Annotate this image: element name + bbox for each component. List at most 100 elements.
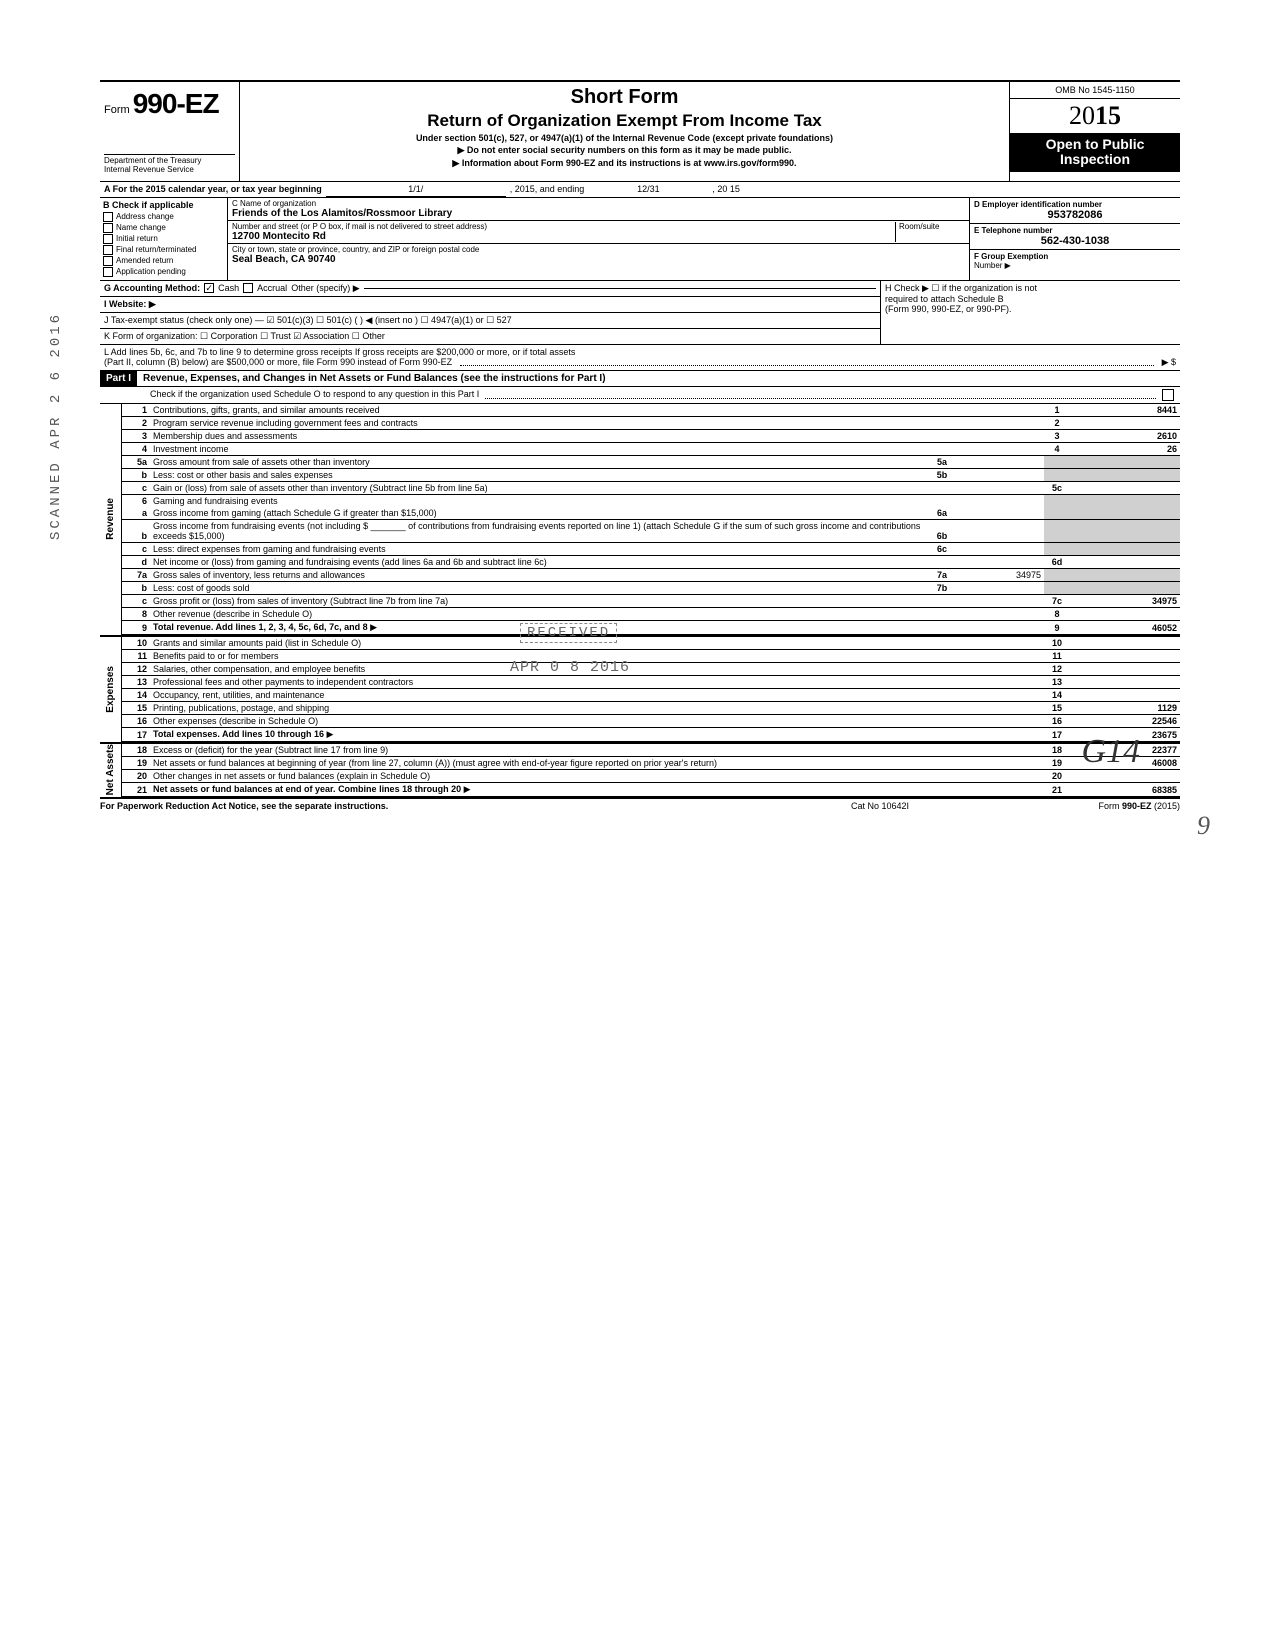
line-j: J Tax-exempt status (check only one) — ☑…	[100, 313, 880, 329]
year-prefix: 20	[1069, 101, 1095, 130]
c-name-value: Friends of the Los Alamitos/Rossmoor Lib…	[232, 208, 965, 219]
e-label: E Telephone number	[974, 226, 1176, 235]
f-label: F Group Exemption	[974, 252, 1176, 261]
sched-o-checkbox[interactable]	[1162, 389, 1174, 401]
line-5a: 5aGross amount from sale of assets other…	[122, 455, 1180, 468]
revenue-section: Revenue 1Contributions, gifts, grants, a…	[100, 404, 1180, 637]
line-a-end-month: 12/31	[588, 182, 708, 197]
chk-label: Application pending	[116, 267, 186, 276]
h-line3: (Form 990, 990-EZ, or 990-PF).	[885, 304, 1176, 314]
line-6a: aGross income from gaming (attach Schedu…	[122, 507, 1180, 520]
part1-header-row: Part I Revenue, Expenses, and Changes in…	[100, 371, 1180, 387]
line-a-mid: , 2015, and ending	[506, 182, 589, 197]
block-bcde: B Check if applicable Address change Nam…	[100, 198, 1180, 281]
line-12: 12Salaries, other compensation, and empl…	[122, 662, 1180, 675]
line-5b: bLess: cost or other basis and sales exp…	[122, 468, 1180, 481]
line-a-text: A For the 2015 calendar year, or tax yea…	[100, 182, 326, 197]
e-value: 562-430-1038	[974, 235, 1176, 247]
chk-name-change[interactable]: Name change	[103, 223, 224, 233]
expenses-table: 10Grants and similar amounts paid (list …	[122, 637, 1180, 742]
col-c: C Name of organization Friends of the Lo…	[228, 198, 970, 280]
h-line2: required to attach Schedule B	[885, 294, 1176, 304]
sched-o-text: Check if the organization used Schedule …	[150, 389, 479, 401]
line-10: 10Grants and similar amounts paid (list …	[122, 637, 1180, 650]
header-left: Form 990-EZ Department of the Treasury I…	[100, 82, 240, 181]
revenue-tab: Revenue	[100, 404, 122, 635]
subtitle-3: ▶ Information about Form 990-EZ and its …	[250, 158, 999, 169]
tax-year: 2015	[1010, 99, 1180, 133]
part1-sched-o: Check if the organization used Schedule …	[100, 387, 1180, 404]
footer-mid: Cat No 10642I	[780, 801, 980, 811]
line-h: H Check ▶ ☐ if the organization is not r…	[880, 281, 1180, 344]
chk-amended-return[interactable]: Amended return	[103, 256, 224, 266]
netassets-section: Net Assets 18Excess or (deficit) for the…	[100, 744, 1180, 799]
line-11: 11Benefits paid to or for members11	[122, 649, 1180, 662]
line-18: 18Excess or (deficit) for the year (Subt…	[122, 744, 1180, 757]
chk-cash[interactable]: ✓	[204, 283, 214, 293]
chk-label: Initial return	[116, 234, 158, 243]
line-6: 6Gaming and fundraising events	[122, 494, 1180, 507]
line-6d: dNet income or (loss) from gaming and fu…	[122, 555, 1180, 568]
c-city-label: City or town, state or province, country…	[232, 245, 965, 254]
line-9: 9Total revenue. Add lines 1, 2, 3, 4, 5c…	[122, 620, 1180, 634]
g-label: G Accounting Method:	[104, 283, 200, 293]
line-l: L Add lines 5b, 6c, and 7b to line 9 to …	[100, 345, 1180, 371]
handwritten-g14: G14	[1081, 733, 1140, 771]
footer-right: Form 990-EZ (2015)	[980, 801, 1180, 811]
line-6b: bGross income from fundraising events (n…	[122, 519, 1180, 542]
line-k: K Form of organization: ☐ Corporation ☐ …	[100, 329, 880, 344]
chk-address-change[interactable]: Address change	[103, 212, 224, 222]
k-text: K Form of organization: ☐ Corporation ☐ …	[104, 331, 385, 342]
col-b: B Check if applicable Address change Nam…	[100, 198, 228, 280]
l-arrow: ▶ $	[1162, 357, 1176, 368]
g-accrual-label: Accrual	[257, 283, 287, 293]
chk-initial-return[interactable]: Initial return	[103, 234, 224, 244]
chk-label: Amended return	[116, 256, 173, 265]
chk-final-return[interactable]: Final return/terminated	[103, 245, 224, 255]
line-a-end-year: , 20 15	[708, 182, 744, 197]
line-21: 21Net assets or fund balances at end of …	[122, 782, 1180, 796]
d-value: 953782086	[974, 209, 1176, 221]
c-room-label: Room/suite	[895, 222, 965, 242]
line-g: G Accounting Method: ✓Cash Accrual Other…	[100, 281, 880, 297]
line-7b: bLess: cost of goods sold7b	[122, 581, 1180, 594]
col-de: D Employer identification number 9537820…	[970, 198, 1180, 280]
subtitle-1: Under section 501(c), 527, or 4947(a)(1)…	[250, 133, 999, 143]
form-header: Form 990-EZ Department of the Treasury I…	[100, 80, 1180, 182]
title-short-form: Short Form	[250, 86, 999, 109]
open-line2: Inspection	[1012, 152, 1178, 167]
line-8: 8Other revenue (describe in Schedule O)8	[122, 607, 1180, 620]
subtitle-2: ▶ Do not enter social security numbers o…	[250, 145, 999, 156]
line-4: 4Investment income426	[122, 442, 1180, 455]
h-line1: H Check ▶ ☐ if the organization is not	[885, 283, 1176, 294]
col-b-header: B Check if applicable	[103, 200, 224, 210]
f-label2: Number ▶	[974, 261, 1176, 270]
chk-app-pending[interactable]: Application pending	[103, 267, 224, 277]
l21-desc: Net assets or fund balances at end of ye…	[153, 784, 461, 794]
line-16: 16Other expenses (describe in Schedule O…	[122, 714, 1180, 727]
line-7a: 7aGross sales of inventory, less returns…	[122, 568, 1180, 581]
header-right: OMB No 1545-1150 2015 Open to Public Ins…	[1010, 82, 1180, 181]
line-7c: cGross profit or (loss) from sales of in…	[122, 594, 1180, 607]
revenue-table: 1Contributions, gifts, grants, and simil…	[122, 404, 1180, 635]
part1-tag: Part I	[100, 371, 137, 386]
line-5c: cGain or (loss) from sale of assets othe…	[122, 481, 1180, 494]
form-prefix: Form	[104, 104, 130, 116]
line-3: 3Membership dues and assessments32610	[122, 429, 1180, 442]
line-17: 17Total expenses. Add lines 10 through 1…	[122, 727, 1180, 741]
expenses-tab: Expenses	[100, 637, 122, 742]
chk-label: Final return/terminated	[116, 245, 196, 254]
l-line1: L Add lines 5b, 6c, and 7b to line 9 to …	[104, 347, 1176, 357]
l17-desc: Total expenses. Add lines 10 through 16	[153, 729, 324, 739]
chk-accrual[interactable]	[243, 283, 253, 293]
c-city-value: Seal Beach, CA 90740	[232, 254, 965, 265]
handwritten-9: 9	[1197, 811, 1210, 841]
c-addr-label: Number and street (or P O box, if mail i…	[232, 222, 895, 231]
header-mid: Short Form Return of Organization Exempt…	[240, 82, 1010, 181]
chk-label: Name change	[116, 223, 166, 232]
c-addr-value: 12700 Montecito Rd	[232, 231, 895, 242]
line-14: 14Occupancy, rent, utilities, and mainte…	[122, 688, 1180, 701]
i-label: I Website: ▶	[104, 299, 156, 310]
j-text: J Tax-exempt status (check only one) — ☑…	[104, 315, 512, 326]
part1-title: Revenue, Expenses, and Changes in Net As…	[137, 371, 1180, 386]
